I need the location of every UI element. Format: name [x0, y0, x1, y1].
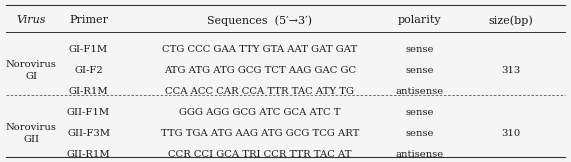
Text: Norovirus
GI: Norovirus GI	[6, 60, 57, 81]
Text: sense: sense	[405, 45, 434, 54]
Text: Primer: Primer	[69, 15, 108, 25]
Text: GI-R1M: GI-R1M	[69, 87, 108, 96]
Text: antisense: antisense	[396, 87, 444, 96]
Text: CCA ACC CAR CCA TTR TAC ATY TG: CCA ACC CAR CCA TTR TAC ATY TG	[166, 87, 354, 96]
Text: sense: sense	[405, 66, 434, 75]
Text: ATG ATG ATG GCG TCT AAG GAC GC: ATG ATG ATG GCG TCT AAG GAC GC	[164, 66, 356, 75]
Text: sense: sense	[405, 108, 434, 117]
Text: Sequences  (5′→3′): Sequences (5′→3′)	[207, 15, 312, 26]
Text: Norovirus
GII: Norovirus GII	[6, 123, 57, 144]
Text: polarity: polarity	[398, 15, 441, 25]
Text: TTG TGA ATG AAG ATG GCG TCG ART: TTG TGA ATG AAG ATG GCG TCG ART	[160, 129, 359, 138]
Text: GI-F1M: GI-F1M	[69, 45, 108, 54]
Text: antisense: antisense	[396, 150, 444, 159]
Text: CCR CCI GCA TRI CCR TTR TAC AT: CCR CCI GCA TRI CCR TTR TAC AT	[168, 150, 352, 159]
Text: 313: 313	[501, 66, 521, 75]
Text: GII-F3M: GII-F3M	[67, 129, 110, 138]
Text: size(bp): size(bp)	[489, 15, 533, 26]
Text: GGG AGG GCG ATC GCA ATC T: GGG AGG GCG ATC GCA ATC T	[179, 108, 340, 117]
Text: 310: 310	[501, 129, 521, 138]
Text: GII-F1M: GII-F1M	[67, 108, 110, 117]
Text: CTG CCC GAA TTY GTA AAT GAT GAT: CTG CCC GAA TTY GTA AAT GAT GAT	[162, 45, 357, 54]
Text: Virus: Virus	[17, 15, 46, 25]
Text: sense: sense	[405, 129, 434, 138]
Text: GII-R1M: GII-R1M	[67, 150, 110, 159]
Text: GI-F2: GI-F2	[74, 66, 103, 75]
